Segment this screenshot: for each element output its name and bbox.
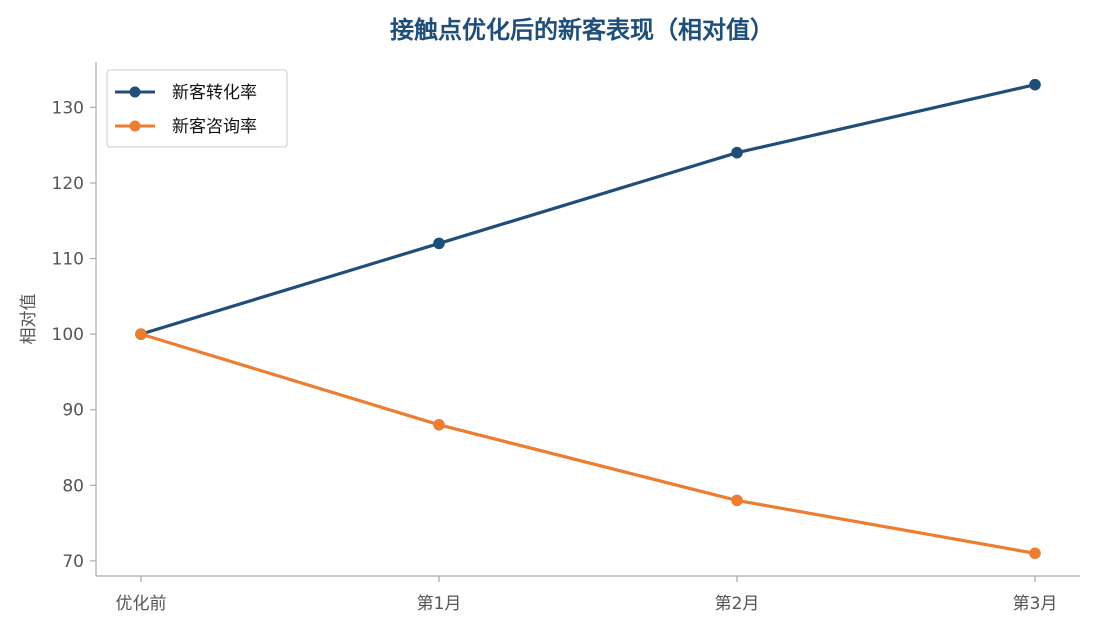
x-tick-label: 优化前 [116,594,167,614]
data-point [731,494,743,507]
x-tick-label: 第2月 [715,594,760,614]
y-axis-label: 相对值 [19,294,39,345]
series-line-1 [139,332,1037,555]
y-tick-label: 130 [52,98,84,118]
legend: 新客转化率 新客咨询率 [106,69,288,148]
legend-box [106,69,288,148]
chart-title: 接触点优化后的新客表现（相对值） [390,16,774,44]
y-tick-label: 70 [62,552,84,572]
y-tick-label: 100 [52,325,84,345]
y-ticks: 70 80 90 100 110 120 130 [52,98,96,572]
series-layer [135,78,1041,560]
data-point [433,419,445,431]
data-point [1029,547,1041,560]
data-point [731,146,743,159]
data-point [1029,78,1041,91]
legend-label-0: 新客转化率 [172,83,257,103]
legend-swatch-marker-0 [129,86,141,98]
y-tick-label: 110 [52,250,84,270]
x-tick-label: 第1月 [417,594,462,614]
series-line-0 [139,83,1037,336]
data-point [135,328,147,340]
y-tick-label: 80 [62,476,84,496]
legend-label-1: 新客咨询率 [172,117,257,137]
y-tick-label: 120 [52,174,84,194]
x-ticks: 优化前 第1月 第2月 第3月 [116,576,1058,614]
data-point [433,237,445,250]
x-tick-label: 第3月 [1013,594,1058,614]
legend-swatch-marker-1 [129,120,141,132]
y-tick-label: 90 [62,401,84,421]
